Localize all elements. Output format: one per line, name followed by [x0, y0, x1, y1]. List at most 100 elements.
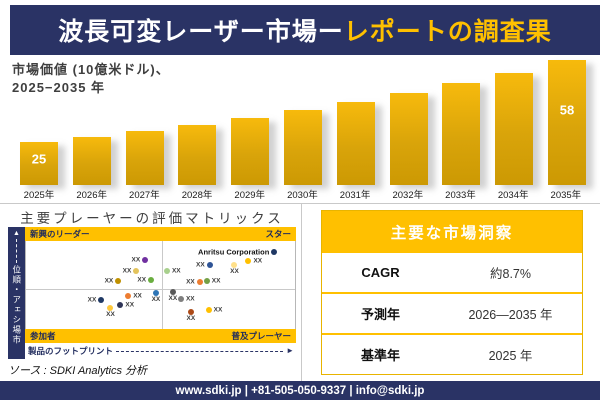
scatter-point: XX [105, 278, 122, 285]
horizontal-divider [0, 203, 600, 204]
bar-2032年 [389, 93, 428, 185]
x-axis-label: 製品のフットプリント [28, 346, 114, 356]
x-tick-label: 2028年 [181, 190, 213, 201]
scatter-point-label: XX [122, 267, 132, 275]
insights-label: 予測年 [360, 307, 400, 322]
scatter-point-label: XX [87, 296, 97, 304]
scatter-point: XX [205, 306, 222, 313]
scatter-point: XX [117, 301, 134, 308]
scatter-point: XX [245, 257, 262, 264]
insights-row-forecast: 予測年 2026—2035 年 [322, 292, 582, 333]
insights-panel-title: 主要な市場洞察 [322, 211, 582, 253]
bar-2028年 [178, 124, 217, 185]
matrix-bottom-band: 参加者 普及プレーヤー [25, 329, 296, 343]
page-title-accent: レポートの調査果 [343, 18, 552, 46]
scatter-point: XX [123, 268, 140, 275]
insights-panel: 主要な市場洞察 CAGR 約8.7% 予測年 2026—2035 年 基準年 2… [321, 210, 583, 375]
scatter-point-label: XX [230, 268, 239, 276]
scatter-point-label: XX [104, 277, 114, 285]
bar-2025年: 25 [20, 142, 58, 185]
matrix-y-axis: ▲ 位順・アェシ場市 [8, 227, 25, 359]
bar-chart-x-axis: 2025年 2026年 2027年 2028年 2029年 2030年 2031年 2032年… [13, 187, 592, 201]
bar-2033年 [442, 83, 481, 185]
bar-2034年 [495, 72, 534, 185]
quadrant-label-top-right: スター [265, 229, 291, 239]
bar-chart-title: 市場価値 (10億米ドル)、 2025−2035 年 [12, 61, 170, 97]
scatter-point-label: XX [133, 292, 142, 300]
insights-value: 約8.7% [490, 267, 531, 281]
scatter-point: XX [106, 304, 115, 318]
x-tick-label: 2029年 [234, 190, 266, 201]
bar-chart: 25 58 [20, 60, 586, 185]
x-tick-label: 2034年 [497, 190, 529, 201]
x-tick-label: 2033年 [445, 190, 476, 201]
insights-value: 2025 年 [488, 349, 533, 363]
matrix-x-axis: 製品のフットプリント ► [25, 343, 296, 359]
scatter-point: XX [88, 296, 105, 303]
scatter-point-label: XX [137, 276, 147, 284]
quadrant-label-top-left: 新興のリーダー [30, 229, 90, 239]
right-arrow-icon: ► [286, 346, 294, 355]
quadrant-divider-horizontal [26, 288, 295, 290]
scatter-point: XX [152, 290, 160, 303]
quadrant-label-bottom-right: 普及プレーヤー [231, 331, 291, 341]
quadrant-label-bottom-left: 参加者 [30, 331, 56, 341]
up-arrow-icon: ▲ [13, 230, 20, 237]
bar-2026年 [72, 136, 111, 185]
bar-value-label: 58 [559, 102, 575, 118]
source-note: ソース : SDKI Analytics 分析 [8, 365, 148, 377]
x-tick-label: 2027年 [129, 190, 160, 201]
bar-2030年 [283, 110, 322, 185]
bar-2027年 [125, 131, 164, 185]
scatter-point-label: XX [213, 306, 223, 314]
bar-chart-title-line2: 2025−2035 年 [12, 80, 106, 96]
bar-value-label: 25 [31, 151, 47, 167]
insights-label: 基準年 [360, 348, 400, 363]
bar-chart-title-line1: 市場価値 (10億米ドル)、 [12, 62, 170, 77]
bar-2029年 [231, 117, 270, 185]
scatter-point-anritsu: Anritsu Corporation [198, 248, 278, 257]
scatter-point: XX [230, 262, 239, 275]
report-header: 波長可変レーザー市場ー レポートの調査果 [10, 5, 600, 55]
scatter-point: XX [187, 309, 195, 322]
scatter-point: XX [177, 295, 195, 302]
x-axis-dashed-line [116, 350, 284, 352]
x-tick-label: 2031年 [339, 190, 371, 201]
page-title-main: 波長可変レーザー市場ー [58, 18, 344, 46]
footer-bar: www.sdki.jp | +81-505-050-9337 | info@sd… [0, 381, 600, 400]
scatter-point-label: XX [186, 278, 195, 286]
insights-row-base-year: 基準年 2025 年 [322, 333, 582, 374]
scatter-point: XX [131, 257, 149, 264]
insights-value: 2026—2035 年 [468, 308, 553, 322]
scatter-point-label: XX [106, 310, 115, 318]
scatter-plot-area: XX XX XX XX XX XX XX XX XX XX Anritsu Corporation X… [25, 241, 296, 329]
vertical-divider [301, 203, 302, 381]
scatter-point-label: XX [131, 256, 141, 264]
evaluation-matrix: ▲ 位順・アェシ場市 新興のリーダー スター XX XX XX XX XX XX XX XX X… [8, 227, 296, 359]
scatter-point-label: XX [168, 295, 178, 303]
insights-label: CAGR [361, 265, 400, 280]
scatter-point-label: XX [185, 295, 195, 303]
scatter-point: XX [186, 279, 203, 286]
scatter-point-label: XX [125, 301, 135, 309]
scatter-point-label: XX [196, 261, 205, 269]
scatter-point: XX [203, 278, 220, 285]
scatter-point-label: XX [211, 277, 221, 285]
x-tick-label: 2025年 [23, 190, 55, 201]
x-tick-label: 2032年 [392, 190, 424, 201]
y-axis-label: 位順・アェシ場市 [11, 265, 22, 345]
matrix-top-band: 新興のリーダー スター [25, 227, 296, 241]
x-tick-label: 2035年 [550, 190, 582, 201]
matrix-title: 主要プレーヤーの評価マトリックス [20, 211, 284, 226]
bar-2031年 [336, 102, 375, 185]
scatter-point-label: Anritsu Corporation [198, 247, 270, 257]
scatter-point-label: XX [171, 267, 181, 275]
quadrant-divider-vertical [161, 241, 163, 329]
scatter-point-label: XX [151, 296, 161, 303]
scatter-point: XX [125, 293, 142, 300]
scatter-point: XX [196, 262, 213, 269]
x-tick-label: 2030年 [287, 190, 318, 201]
scatter-point-label: XX [253, 257, 263, 265]
scatter-point: XX [137, 276, 155, 283]
